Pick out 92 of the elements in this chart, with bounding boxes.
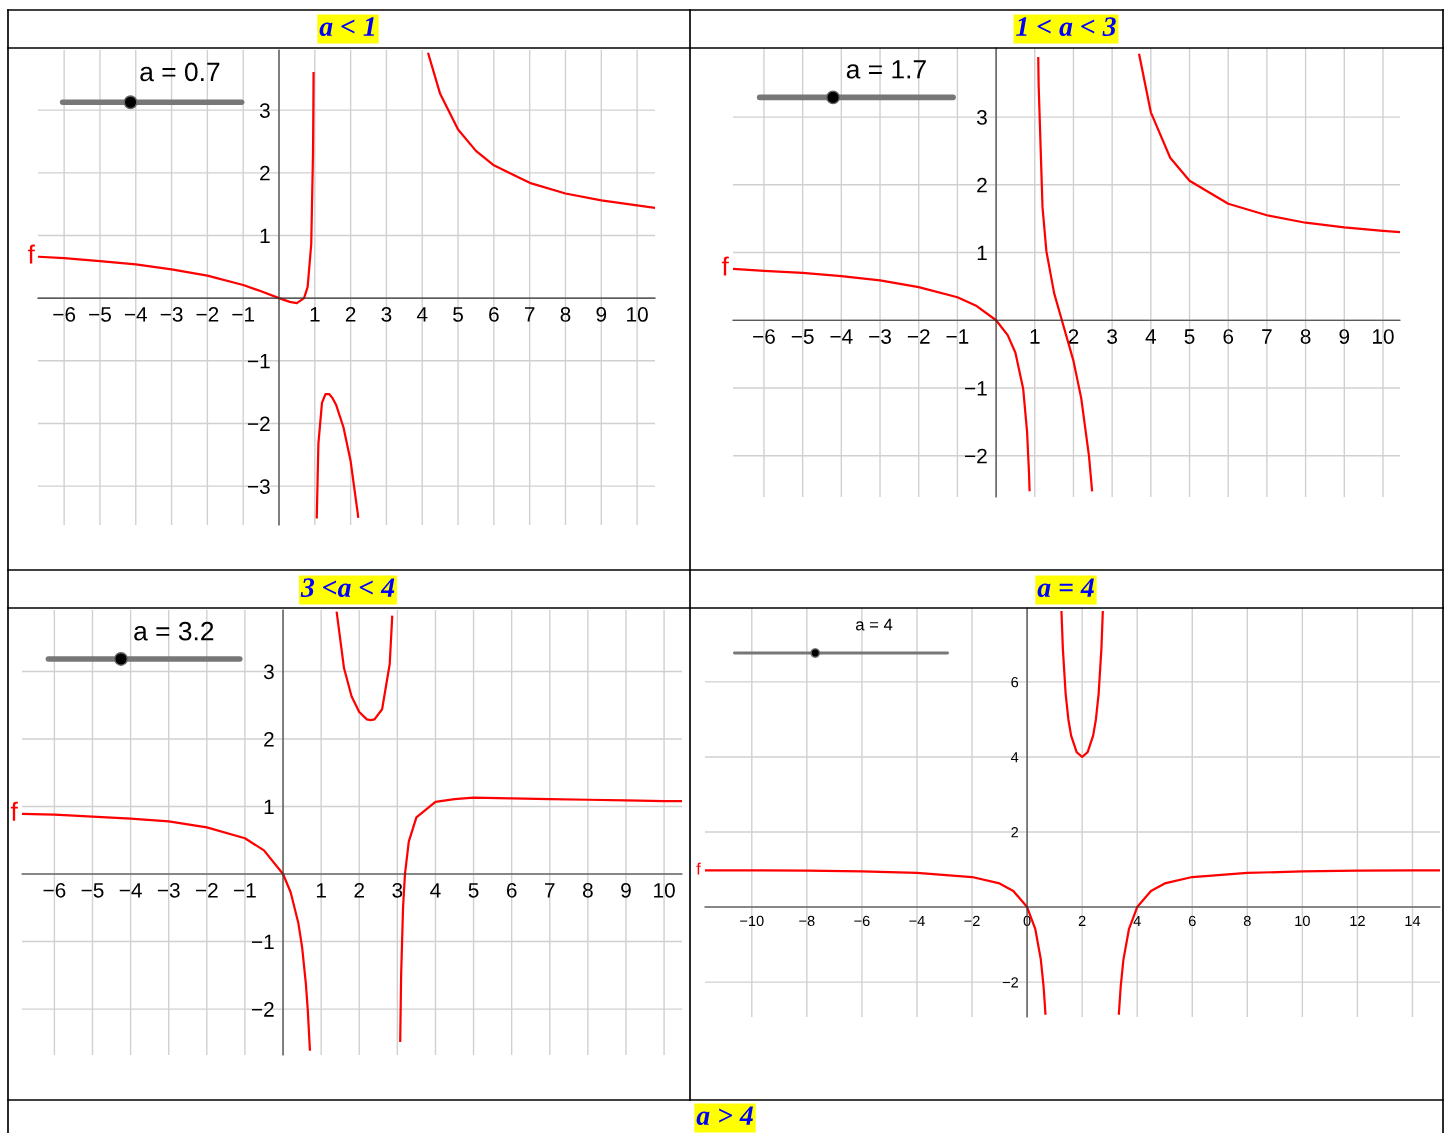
x-tick-label: −6 [753,329,775,344]
x-tick-label: 1 [1030,329,1040,344]
x-tick-label: 1 [316,883,326,898]
x-tick-label: 10 [627,307,648,322]
annotation: a = 3.2 [134,621,214,641]
chart-title: 3 <a < 4 [300,578,395,597]
y-tick-label: 2 [260,165,270,181]
x-tick-label: 4 [1133,915,1141,926]
y-tick-label: −2 [965,448,987,464]
x-tick-label: 9 [596,307,607,322]
x-tick-label: 7 [545,883,555,898]
y-tick-label: 2 [977,177,987,193]
y-tick-label: −1 [247,354,270,369]
x-tick-label: 9 [621,882,631,898]
x-tick-label: −4 [909,915,925,926]
x-tick-label: −5 [89,307,111,322]
x-tick-label: 10 [654,882,675,898]
x-tick-label: 2 [1068,329,1079,344]
x-tick-label: 5 [453,307,463,322]
x-tick-label: −1 [946,329,969,344]
x-tick-label: 2 [345,307,356,322]
x-tick-label: −1 [232,307,255,322]
x-tick-label: 3 [392,882,403,898]
series-label: f [721,256,729,276]
x-tick-label: 8 [560,307,571,322]
x-tick-label: −4 [830,329,853,344]
series-label: f [10,801,18,821]
x-tick-label: 6 [489,307,499,322]
y-tick-label: −1 [251,934,274,950]
x-tick-label: −5 [791,329,814,344]
x-tick-label: 3 [381,307,392,322]
x-tick-label: 7 [1262,329,1272,344]
x-tick-label: −2 [195,882,218,898]
x-tick-label: 4 [430,883,441,898]
x-tick-label: 2 [1078,915,1086,926]
x-tick-label: 6 [1223,329,1234,344]
x-tick-label: −6 [53,307,76,322]
x-tick-label: 10 [1372,329,1394,344]
x-tick-label: −2 [907,329,930,344]
x-tick-label: 12 [1350,915,1365,926]
x-tick-label: 3 [1107,329,1118,344]
x-tick-label: 6 [1188,915,1196,927]
y-tick-label: 3 [976,110,987,125]
y-tick-label: −2 [247,416,270,432]
x-tick-label: −1 [234,883,256,898]
x-tick-label: 14 [1405,915,1421,926]
x-tick-label: 4 [1145,329,1157,344]
x-tick-label: 8 [1243,915,1251,927]
annotation: a = 4 [855,618,893,631]
x-tick-label: 1 [310,307,320,322]
x-tick-label: 7 [524,307,535,322]
x-tick-label: −2 [196,307,219,322]
x-tick-label: −4 [124,307,148,322]
y-tick-label: −1 [965,381,987,396]
x-tick-label: −3 [157,882,180,898]
x-tick-label: −8 [799,915,815,927]
series-label: f [696,862,701,875]
y-tick-label: −2 [1002,977,1019,988]
x-tick-label: −6 [854,915,870,927]
x-tick-label: 6 [506,882,517,898]
y-tick-label: 1 [977,245,987,261]
x-tick-label: 9 [1339,329,1350,344]
y-tick-label: 3 [263,664,274,680]
x-tick-label: 10 [1295,915,1310,927]
x-tick-label: −10 [740,915,764,927]
x-tick-label: −3 [869,329,891,344]
y-tick-label: −2 [251,1002,274,1017]
text: a > 4 [696,1106,753,1125]
y-tick-label: 1 [264,799,274,815]
y-tick-label: 1 [260,228,270,244]
chart-title: a = 4 [1037,578,1094,597]
x-tick-label: 8 [582,882,593,898]
x-tick-label: −6 [43,882,66,898]
annotation: a = 0.7 [140,62,220,82]
y-tick-label: 2 [1011,827,1019,838]
y-tick-label: −3 [247,479,270,494]
y-tick-label: 4 [1010,752,1019,763]
x-tick-label: 4 [416,307,428,322]
x-tick-label: −3 [160,307,183,322]
x-tick-label: −4 [119,883,142,898]
y-tick-label: 2 [264,731,274,747]
x-tick-label: 5 [1184,329,1195,344]
annotation: a = 1.7 [846,60,926,79]
x-tick-label: 8 [1300,329,1311,344]
x-tick-label: 2 [354,882,364,898]
chart-title: 1 < a < 3 [1016,17,1116,36]
x-tick-label: −5 [81,883,104,898]
chart-title: a < 1 [319,17,374,36]
series-label: f [27,244,35,264]
y-tick-label: 6 [1011,677,1019,688]
y-tick-label: 3 [259,103,270,118]
x-tick-label: 5 [468,883,479,898]
